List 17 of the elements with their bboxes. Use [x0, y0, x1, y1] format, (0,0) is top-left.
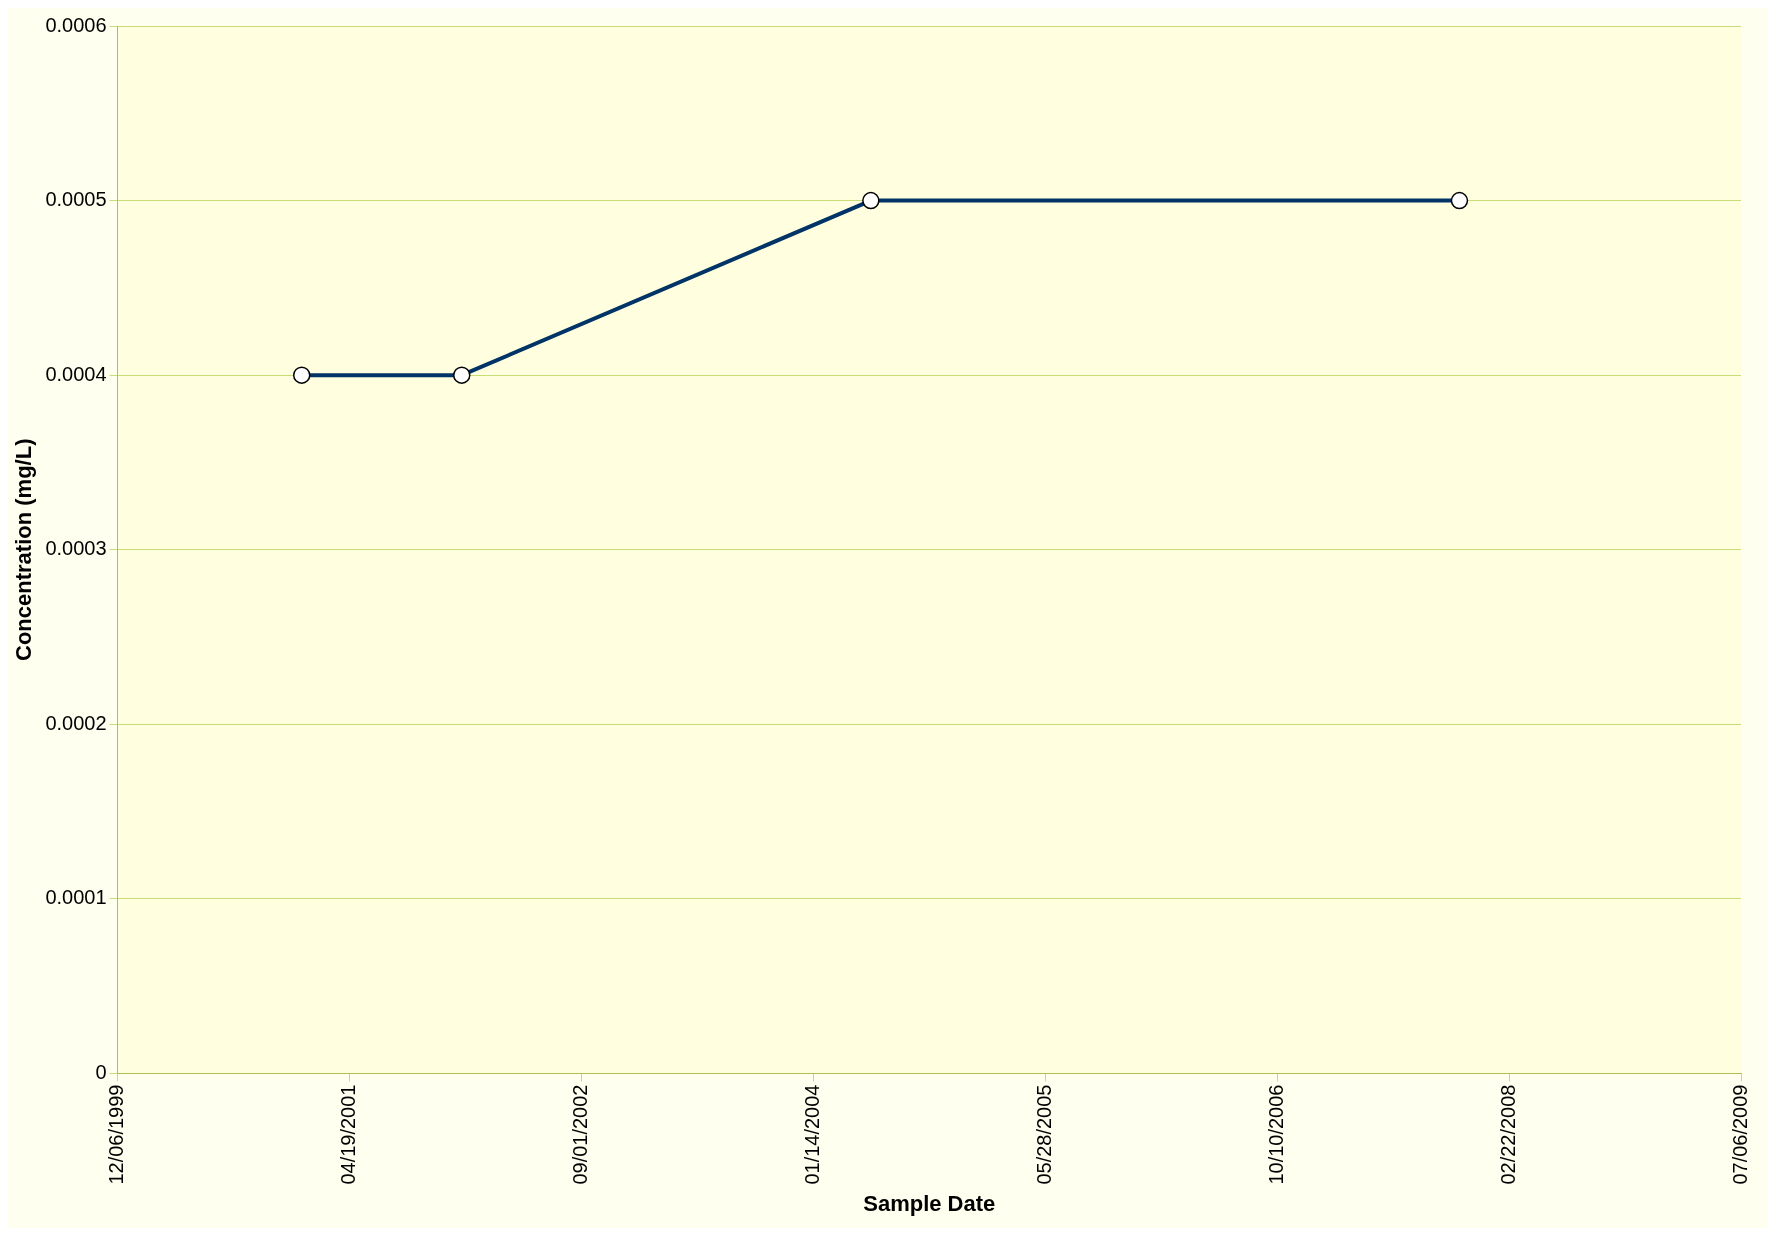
y-axis-title: Concentration (mg/L) [11, 438, 37, 661]
y-tick-label: 0.0005 [45, 188, 107, 211]
x-tick-label: 02/22/2008 [1496, 1084, 1519, 1185]
y-tick-label: 0.0003 [45, 537, 107, 560]
y-tick-label: 0 [95, 1061, 107, 1084]
x-tick-label: 09/01/2002 [568, 1084, 591, 1185]
x-tick-label: 10/10/2006 [1264, 1084, 1287, 1185]
x-tick-label: 12/06/1999 [105, 1084, 128, 1185]
x-tick-label: 07/06/2009 [1728, 1084, 1751, 1185]
y-tick-label: 0.0006 [45, 13, 107, 36]
x-tick-label: 05/28/2005 [1032, 1084, 1055, 1185]
y-tick-label: 0.0002 [45, 711, 107, 734]
y-tick-label: 0.0001 [45, 886, 107, 909]
x-axis-title: Sample Date [863, 1190, 996, 1216]
y-tick-label: 0.0004 [45, 362, 107, 385]
x-tick-label: 01/14/2004 [800, 1084, 823, 1185]
x-tick-label: 04/19/2001 [337, 1084, 360, 1185]
